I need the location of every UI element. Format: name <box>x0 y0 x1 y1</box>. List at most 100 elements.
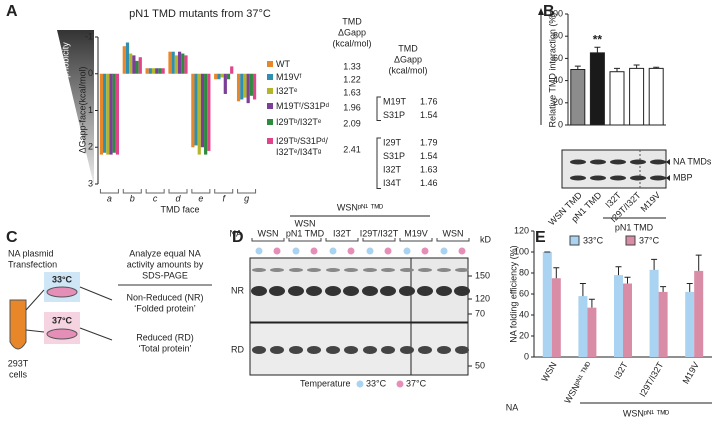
category-bracket <box>145 189 165 194</box>
temp-dot <box>356 380 364 388</box>
mutation: S31P <box>383 110 405 120</box>
lane-label: WSN <box>258 228 279 238</box>
c-text: activity amounts by <box>127 259 204 269</box>
y-tick-label: 80 <box>553 31 563 41</box>
gel-band <box>590 175 606 181</box>
bar <box>587 307 597 357</box>
y-tick-label: 80 <box>519 267 529 277</box>
gel-band <box>400 346 414 354</box>
category-bracket <box>122 189 142 194</box>
tube <box>9 299 27 350</box>
bar <box>226 73 231 80</box>
x-tick-label: WSN <box>539 360 558 383</box>
kd-label: kD <box>480 234 492 244</box>
gel-band <box>650 159 666 165</box>
x-tick-label: f <box>222 193 226 203</box>
bar <box>694 270 704 357</box>
group-label: pN1 TMD <box>615 222 654 232</box>
bar <box>168 51 172 74</box>
gel-band <box>437 346 451 354</box>
y-tick-label: 100 <box>548 8 563 18</box>
gel-band <box>252 268 266 272</box>
table-header: ΔGapp <box>394 54 422 64</box>
c-text: Reduced (RD) <box>136 332 194 342</box>
category-bracket <box>191 189 211 194</box>
bar <box>99 73 104 155</box>
y-tick-label: 60 <box>519 288 529 298</box>
kd-mark: 70 <box>475 308 485 318</box>
row-label: NR <box>231 285 244 295</box>
table-value: 1.22 <box>343 74 361 84</box>
bar <box>181 53 185 74</box>
kd-mark: 50 <box>475 360 485 370</box>
bar <box>200 73 205 148</box>
gel-band <box>381 268 395 272</box>
row-label: RD <box>231 344 244 354</box>
legend-label: I29Tᵇ/I32Tᵉ <box>276 117 322 127</box>
c-text: 293T <box>8 358 29 368</box>
gel-band <box>269 286 285 296</box>
gel-band <box>307 346 321 354</box>
bar <box>207 73 211 151</box>
bracket <box>376 137 381 189</box>
bar <box>106 73 110 155</box>
legend-swatch <box>267 88 273 94</box>
y-tick-label: 0 <box>558 119 563 129</box>
lane-label: I32T <box>333 228 352 238</box>
bar <box>125 42 130 74</box>
legend-swatch <box>267 61 273 67</box>
gel-label: MBP <box>673 172 693 182</box>
x-tick-label: WSNᵖᴺ¹ ᵀᴹᴰ <box>562 360 594 405</box>
x-tick-label: I29T/I32T <box>637 360 665 399</box>
mutation: I29T <box>383 137 402 147</box>
lane-label: I29T/I32T <box>360 228 399 238</box>
gel-band <box>570 175 586 181</box>
x-tick-label: M19V <box>639 190 663 214</box>
gel-band <box>418 268 432 272</box>
error-bar <box>686 283 693 292</box>
table-value: 1.63 <box>343 87 361 97</box>
gel-band <box>288 286 304 296</box>
legend-label: 37°C <box>639 235 660 245</box>
error-bar <box>633 64 640 69</box>
gel-band <box>252 346 266 354</box>
category-bracket <box>214 189 234 194</box>
arrow-head <box>538 8 544 15</box>
bar <box>578 296 588 357</box>
x-tick-label: I32T <box>612 360 630 381</box>
y-tick-label: 3 <box>88 178 93 188</box>
bar <box>204 73 208 155</box>
lane-bracket <box>325 238 359 242</box>
bar <box>609 71 625 126</box>
lane-bracket <box>288 238 322 242</box>
error-bar <box>588 298 595 308</box>
bar <box>649 269 659 357</box>
error-bar <box>624 276 631 284</box>
table-header: ΔGapp <box>338 27 366 37</box>
gel-band <box>436 286 452 296</box>
bracket <box>376 96 381 121</box>
panel-letter: B <box>543 3 555 20</box>
y-axis-label: NA folding efficiency (%) <box>508 245 518 342</box>
table-header: TMD <box>398 43 418 53</box>
category-bracket <box>237 189 257 194</box>
y-tick-label: 1 <box>88 105 93 115</box>
gel-band <box>326 268 340 272</box>
category-bracket <box>99 189 119 194</box>
table-value: 1.46 <box>420 178 438 188</box>
bar <box>236 73 241 102</box>
table-value: 1.33 <box>343 61 361 71</box>
c-text: NA plasmid <box>8 248 54 258</box>
y-tick-label: 0 <box>524 351 529 361</box>
bar <box>623 283 632 357</box>
bar <box>685 291 695 357</box>
bar <box>240 73 244 100</box>
category-bracket <box>168 189 188 194</box>
gel-band <box>399 286 415 296</box>
y-tick-label: -1 <box>85 31 93 41</box>
bar <box>122 46 126 74</box>
bar <box>197 73 201 155</box>
table-value: 1.96 <box>343 102 361 112</box>
kd-mark: 120 <box>475 293 490 303</box>
